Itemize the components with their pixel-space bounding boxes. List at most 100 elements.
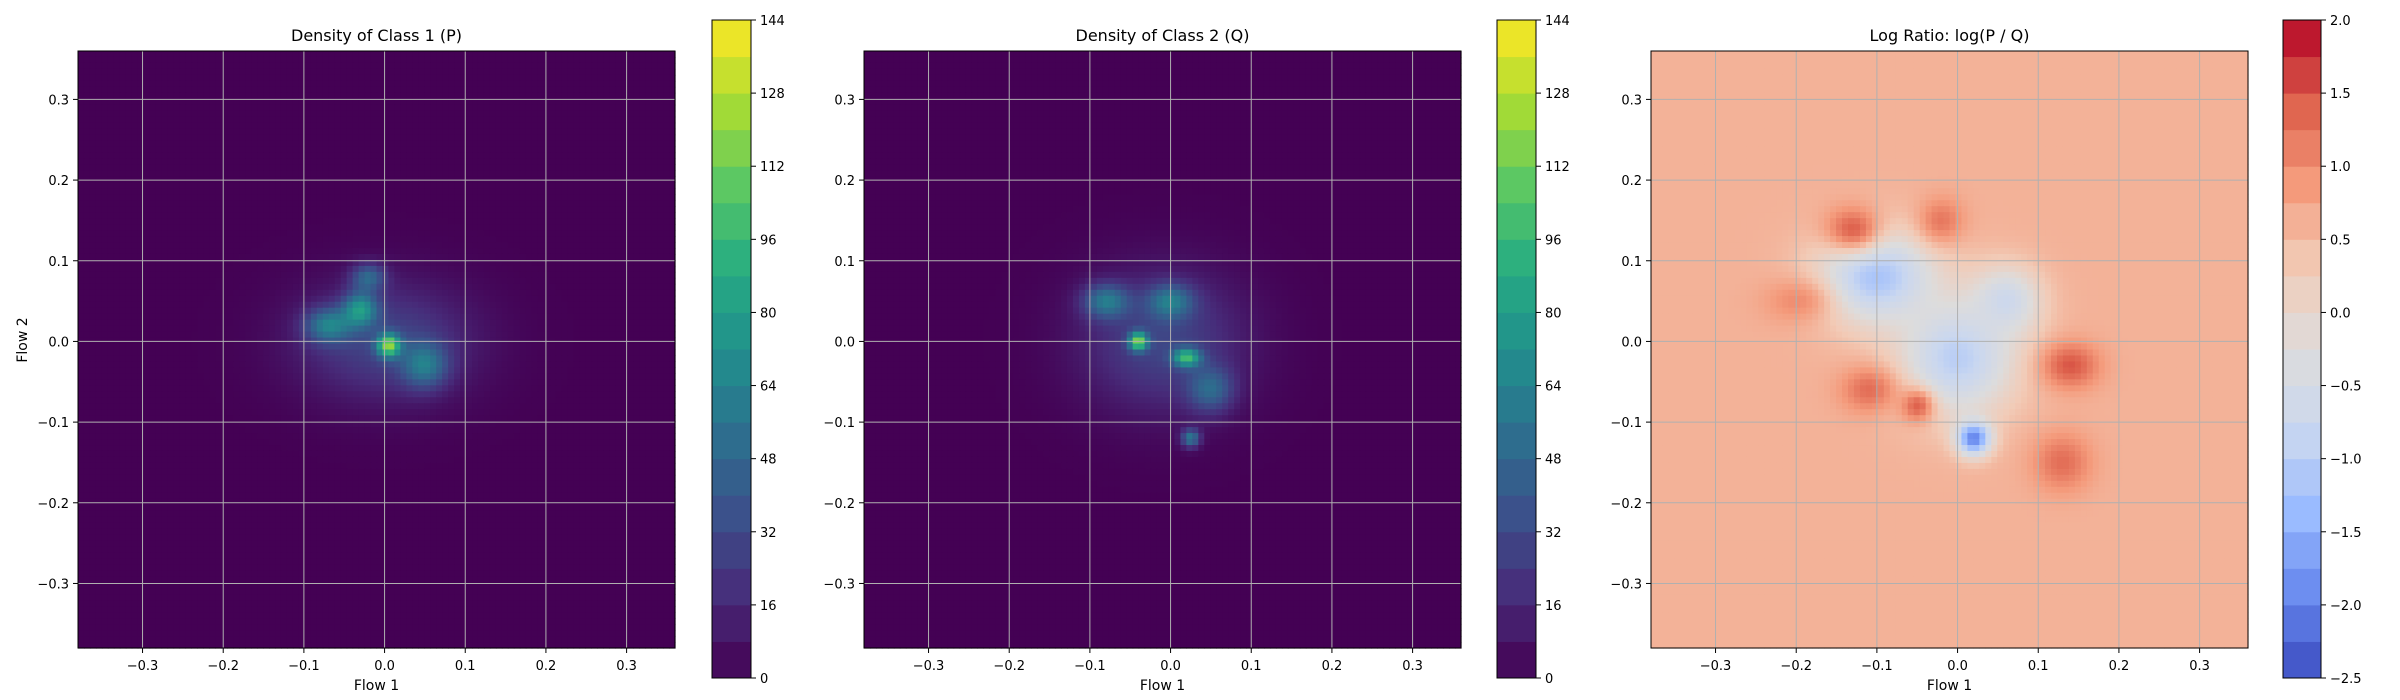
heatmap-cell <box>269 129 276 136</box>
heatmap-cell <box>323 152 330 159</box>
heatmap-cell <box>418 105 425 112</box>
heatmap-cell <box>418 194 425 201</box>
heatmap-cell <box>185 254 192 261</box>
heatmap-cell <box>627 224 634 231</box>
heatmap-cell <box>538 200 545 207</box>
heatmap-cell <box>526 188 533 195</box>
heatmap-cell <box>251 170 258 177</box>
heatmap-cell <box>591 266 598 273</box>
heatmap-cell <box>239 111 246 118</box>
heatmap-cell <box>478 117 485 124</box>
heatmap-cell <box>430 278 437 285</box>
heatmap-cell <box>287 147 294 154</box>
heatmap-cell <box>311 141 318 148</box>
heatmap-cell <box>514 206 521 213</box>
heatmap-cell <box>430 147 437 154</box>
heatmap-cell <box>472 158 479 165</box>
heatmap-cell <box>609 123 616 130</box>
heatmap-cell <box>520 129 527 136</box>
heatmap-cell <box>568 117 575 124</box>
heatmap-cell <box>424 152 431 159</box>
heatmap-cell <box>544 51 551 58</box>
heatmap-cell <box>514 242 521 249</box>
heatmap-cell <box>239 81 246 88</box>
heatmap-cell <box>550 63 557 70</box>
heatmap-cell <box>102 152 109 159</box>
heatmap-cell <box>120 147 127 154</box>
heatmap-cell <box>400 284 407 291</box>
heatmap-cell <box>347 87 354 94</box>
heatmap-cell <box>556 81 563 88</box>
heatmap-cell <box>424 200 431 207</box>
heatmap-cell <box>579 170 586 177</box>
heatmap-cell <box>478 111 485 118</box>
heatmap-cell <box>418 87 425 94</box>
heatmap-cell <box>108 248 115 255</box>
heatmap-cell <box>406 93 413 100</box>
heatmap-cell <box>84 123 91 130</box>
heatmap-cell <box>538 111 545 118</box>
heatmap-cell <box>114 212 121 219</box>
heatmap-cell <box>174 152 181 159</box>
heatmap-cell <box>311 57 318 64</box>
heatmap-cell <box>377 194 384 201</box>
heatmap-cell <box>639 200 646 207</box>
heatmap-cell <box>400 111 407 118</box>
heatmap-cell <box>120 51 127 58</box>
heatmap-cell <box>227 147 234 154</box>
heatmap-cell <box>562 266 569 273</box>
heatmap-cell <box>550 105 557 112</box>
heatmap-cell <box>281 75 288 82</box>
heatmap-cell <box>639 135 646 142</box>
heatmap-cell <box>406 296 413 303</box>
heatmap-cell <box>144 188 151 195</box>
heatmap-cell <box>287 141 294 148</box>
heatmap-cell <box>657 158 664 165</box>
heatmap-cell <box>227 194 234 201</box>
heatmap-cell <box>281 284 288 291</box>
heatmap-cell <box>221 266 228 273</box>
heatmap-cell <box>287 170 294 177</box>
heatmap-cell <box>251 218 258 225</box>
heatmap-cell <box>90 182 97 189</box>
heatmap-cell <box>597 194 604 201</box>
heatmap-cell <box>185 188 192 195</box>
heatmap-cell <box>442 278 449 285</box>
heatmap-cell <box>317 296 324 303</box>
heatmap-cell <box>353 87 360 94</box>
heatmap-cell <box>377 302 384 309</box>
heatmap-cell <box>484 194 491 201</box>
x-tick-label: −0.3 <box>127 659 159 674</box>
heatmap-cell <box>144 248 151 255</box>
heatmap-cell <box>448 51 455 58</box>
heatmap-cell <box>424 123 431 130</box>
heatmap-cell <box>168 81 175 88</box>
heatmap-cell <box>293 290 300 297</box>
heatmap-cell <box>484 129 491 136</box>
heatmap-cell <box>591 248 598 255</box>
heatmap-cell <box>132 224 139 231</box>
heatmap-cell <box>418 158 425 165</box>
heatmap-cell <box>245 242 252 249</box>
heatmap-cell <box>639 242 646 249</box>
heatmap-cell <box>353 105 360 112</box>
heatmap-cell <box>221 117 228 124</box>
heatmap-cell <box>191 272 198 279</box>
heatmap-cell <box>221 147 228 154</box>
heatmap-cell <box>185 272 192 279</box>
heatmap-cell <box>156 141 163 148</box>
heatmap-cell <box>484 206 491 213</box>
heatmap-cell <box>174 188 181 195</box>
heatmap-cell <box>615 200 622 207</box>
heatmap-cell <box>377 135 384 142</box>
y-axis-label: Flow 2 <box>15 317 31 362</box>
heatmap-cell <box>233 147 240 154</box>
heatmap-cell <box>293 278 300 285</box>
heatmap-cell <box>341 147 348 154</box>
heatmap-cell <box>526 81 533 88</box>
heatmap-cell <box>424 51 431 58</box>
heatmap-cell <box>382 242 389 249</box>
heatmap-cell <box>132 164 139 171</box>
heatmap-cell <box>281 117 288 124</box>
heatmap-cell <box>412 123 419 130</box>
